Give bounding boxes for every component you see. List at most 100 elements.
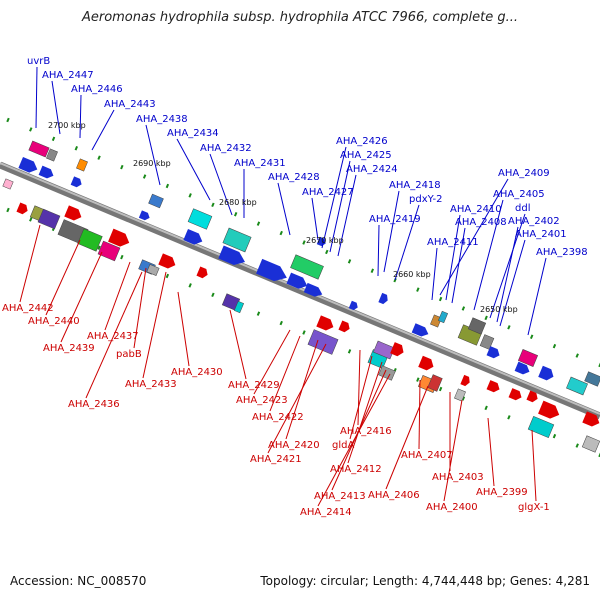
gene-arrow[interactable] [582, 411, 600, 428]
reverse-gene-label[interactable]: AHA_2423 [236, 395, 288, 406]
forward-gene-label[interactable]: AHA_2410 [450, 204, 502, 215]
forward-gene-label[interactable]: AHA_2438 [136, 114, 188, 125]
reverse-gene-label[interactable]: AHA_2407 [401, 450, 453, 461]
gene-feature[interactable] [479, 334, 495, 350]
forward-gene-label[interactable]: AHA_2401 [515, 229, 567, 240]
reverse-gene-label[interactable]: AHA_2433 [125, 379, 177, 390]
forward-gene-label[interactable]: AHA_2408 [455, 217, 507, 228]
gene-feature[interactable] [28, 140, 50, 158]
gene-arrow[interactable] [486, 346, 502, 360]
forward-gene-label[interactable]: AHA_2428 [268, 172, 320, 183]
gene-arrow[interactable] [138, 210, 151, 221]
gene-feature[interactable] [566, 376, 588, 396]
forward-gene-label[interactable]: AHA_2446 [71, 84, 123, 95]
forward-gene-label[interactable]: AHA_2432 [200, 143, 252, 154]
reverse-gene-label[interactable]: AHA_2437 [87, 331, 139, 342]
reverse-gene-label[interactable]: AHA_2400 [426, 502, 478, 513]
reverse-gene-label[interactable]: AHA_2439 [43, 343, 95, 354]
forward-gene-label[interactable]: AHA_2398 [536, 247, 588, 258]
gene-feature[interactable] [581, 435, 600, 453]
gene-arrow[interactable] [508, 388, 524, 402]
forward-gene-label[interactable]: AHA_2424 [346, 164, 398, 175]
forward-gene-label[interactable]: AHA_2425 [340, 150, 392, 161]
gene-arrow[interactable] [538, 365, 556, 382]
gene-arrow[interactable] [460, 374, 471, 387]
reverse-gene-label[interactable]: AHA_2403 [432, 472, 484, 483]
gene-feature[interactable] [437, 310, 449, 324]
reverse-gene-label[interactable]: AHA_2399 [476, 487, 528, 498]
forward-gene-label[interactable]: AHA_2402 [508, 216, 560, 227]
gene-arrow[interactable] [183, 228, 204, 247]
gene-feature[interactable] [307, 329, 339, 355]
gene-arrow[interactable] [538, 400, 562, 422]
gene-arrow[interactable] [64, 205, 83, 222]
reverse-gene-label[interactable]: AHA_2422 [252, 412, 304, 423]
gene-arrow[interactable] [316, 315, 335, 332]
gene-arrow[interactable] [514, 361, 532, 377]
gene-feature[interactable] [2, 178, 14, 190]
gene-arrow[interactable] [390, 342, 406, 358]
gene-arrow[interactable] [196, 266, 209, 279]
gene-arrow[interactable] [256, 258, 290, 285]
reverse-gene-label[interactable]: gldA [332, 440, 354, 451]
reverse-gene-label[interactable]: AHA_2429 [228, 380, 280, 391]
gene-feature[interactable] [517, 349, 539, 367]
forward-gene-label[interactable]: uvrB [27, 56, 50, 67]
reverse-gene-label[interactable]: AHA_2412 [330, 464, 382, 475]
gene-arrow[interactable] [286, 272, 309, 292]
forward-gene-label[interactable]: AHA_2409 [498, 168, 550, 179]
gene-arrow[interactable] [108, 228, 132, 250]
forward-gene-label[interactable]: AHA_2443 [104, 99, 156, 110]
forward-gene-label[interactable]: AHA_2418 [389, 180, 441, 191]
gene-feature[interactable] [427, 374, 443, 392]
gene-feature[interactable] [37, 208, 61, 230]
forward-gene-label[interactable]: ddl [515, 203, 530, 214]
gene-arrow[interactable] [338, 320, 351, 333]
reverse-gene-label[interactable]: glgX-1 [518, 502, 550, 513]
forward-gene-label[interactable]: AHA_2434 [167, 128, 219, 139]
reverse-gene-label[interactable]: AHA_2406 [368, 490, 420, 501]
gene-feature[interactable] [430, 314, 442, 328]
reverse-gene-label[interactable]: AHA_2414 [300, 507, 352, 518]
gene-arrow[interactable] [158, 253, 177, 270]
gene-feature[interactable] [222, 227, 252, 253]
reverse-gene-label[interactable]: AHA_2416 [340, 426, 392, 437]
gene-feature[interactable] [233, 300, 245, 314]
forward-gene-label[interactable]: AHA_2426 [336, 136, 388, 147]
gene-feature[interactable] [146, 264, 160, 276]
gene-feature[interactable] [97, 240, 121, 262]
gene-arrow[interactable] [526, 390, 539, 403]
gene-arrow[interactable] [418, 355, 436, 372]
gene-arrow[interactable] [378, 292, 389, 305]
forward-gene-label[interactable]: pdxY-2 [409, 194, 443, 205]
gene-feature[interactable] [290, 254, 324, 280]
gene-arrow[interactable] [486, 380, 502, 394]
gene-feature[interactable] [77, 228, 103, 252]
forward-gene-label[interactable]: AHA_2411 [427, 237, 479, 248]
reverse-gene-label[interactable]: AHA_2430 [171, 367, 223, 378]
gene-arrow[interactable] [218, 245, 247, 269]
reverse-gene-label[interactable]: AHA_2440 [28, 316, 80, 327]
forward-gene-label[interactable]: AHA_2447 [42, 70, 94, 81]
gene-arrow[interactable] [303, 282, 324, 299]
forward-gene-label[interactable]: AHA_2405 [493, 189, 545, 200]
reverse-gene-label[interactable]: AHA_2436 [68, 399, 120, 410]
gene-feature[interactable] [187, 208, 213, 230]
forward-gene-label[interactable]: AHA_2419 [369, 214, 421, 225]
reverse-gene-label[interactable]: AHA_2442 [2, 303, 54, 314]
reverse-gene-label[interactable]: pabB [116, 349, 142, 360]
gene-feature[interactable] [584, 371, 600, 387]
gene-arrow[interactable] [18, 156, 39, 175]
gene-arrow[interactable] [411, 323, 431, 338]
gene-feature[interactable] [454, 388, 466, 402]
gene-feature[interactable] [527, 415, 555, 439]
reverse-gene-label[interactable]: AHA_2421 [250, 454, 302, 465]
gene-arrow[interactable] [38, 165, 56, 181]
reverse-gene-label[interactable]: AHA_2413 [314, 491, 366, 502]
forward-gene-label[interactable]: AHA_2427 [302, 187, 354, 198]
gene-feature[interactable] [148, 193, 164, 209]
gene-feature[interactable] [467, 317, 487, 335]
gene-feature[interactable] [46, 148, 58, 162]
gene-arrow[interactable] [16, 202, 29, 215]
reverse-gene-label[interactable]: AHA_2420 [268, 440, 320, 451]
